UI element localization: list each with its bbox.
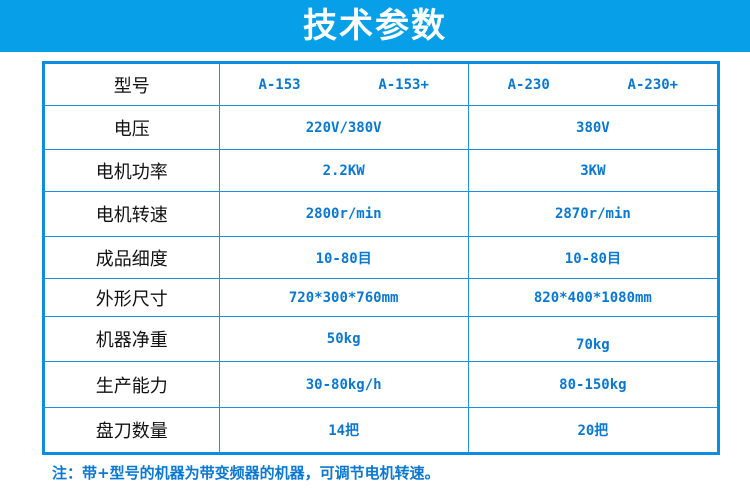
model-a153: A-153 <box>258 76 301 93</box>
value-b: 380V <box>467 105 720 150</box>
value-b: 3KW <box>467 149 720 192</box>
value-b: 820*400*1080mm <box>467 278 720 317</box>
model-a153plus: A-153+ <box>378 76 429 93</box>
value-b: 10-80目 <box>467 236 720 279</box>
spec-table: 型号 A-153 A-153+ A-230 A-230+ 电压 220V/380V 38… <box>42 61 720 455</box>
value-b: 70kg <box>467 316 720 362</box>
row-label: 电压 <box>43 105 220 150</box>
page-title: 技术参数 <box>303 6 447 46</box>
table-row: 电机转速 2800r/min 2870r/min <box>43 191 720 237</box>
header-label: 型号 <box>43 62 220 106</box>
value-b: 20把 <box>467 407 720 454</box>
model-a230plus: A-230+ <box>627 76 679 93</box>
value-a: 720*300*760mm <box>218 278 469 317</box>
value-a: 2800r/min <box>218 191 469 237</box>
value-a: 30-80kg/h <box>218 361 469 408</box>
model-a230: A-230 <box>507 76 550 93</box>
row-label: 生产能力 <box>43 361 220 408</box>
row-label: 成品细度 <box>43 236 220 279</box>
table-row: 外形尺寸 720*300*760mm 820*400*1080mm <box>43 278 720 317</box>
value-a: 2.2KW <box>218 149 469 192</box>
table-row: 机器净重 50kg 70kg <box>43 316 720 362</box>
row-label: 电机功率 <box>43 149 220 192</box>
table-row: 成品细度 10-80目 10-80目 <box>43 236 720 279</box>
table-row: 电压 220V/380V 380V <box>43 105 720 150</box>
value-a: 220V/380V <box>218 105 469 150</box>
value-a: 50kg <box>218 316 469 362</box>
row-label: 外形尺寸 <box>43 278 220 317</box>
value-a: 10-80目 <box>218 236 469 279</box>
title-banner: 技术参数 <box>0 0 750 52</box>
table-row: 盘刀数量 14把 20把 <box>43 407 720 454</box>
row-label: 机器净重 <box>43 316 220 362</box>
table-row-header: 型号 A-153 A-153+ A-230 A-230+ <box>43 62 720 106</box>
value-b: 80-150kg <box>467 361 720 408</box>
table-row: 生产能力 30-80kg/h 80-150kg <box>43 361 720 408</box>
row-label: 电机转速 <box>43 191 220 237</box>
row-label: 盘刀数量 <box>43 407 220 454</box>
table-row: 电机功率 2.2KW 3KW <box>43 149 720 192</box>
value-a: 14把 <box>218 407 469 454</box>
value-b: 2870r/min <box>467 191 720 237</box>
footnote: 注：带+型号的机器为带变频器的机器，可调节电机转速。 <box>52 464 440 482</box>
